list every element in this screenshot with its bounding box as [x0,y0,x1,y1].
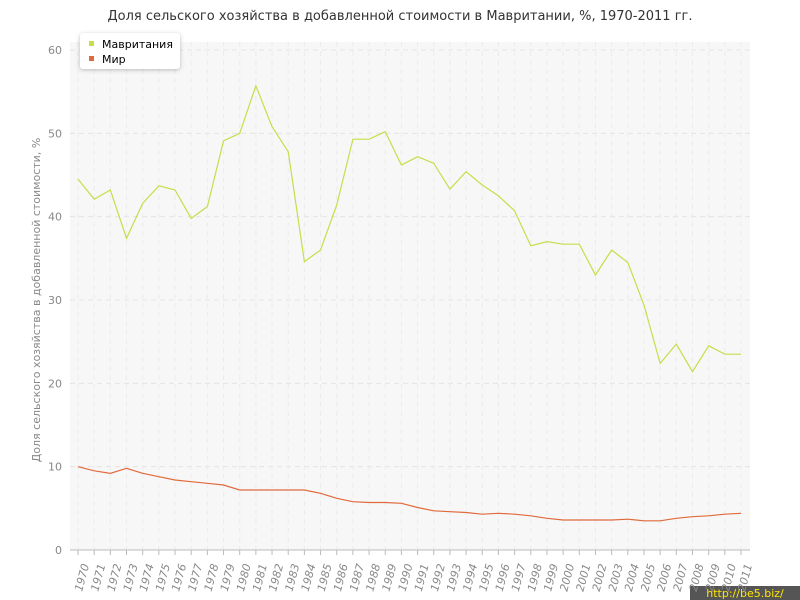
watermark-bg [690,586,800,600]
series-line [77,84,741,373]
y-axis-label: Доля сельского хозяйства в добавленной с… [30,138,43,463]
watermark: http://be5.biz/ [706,587,784,600]
legend-label: Мавритания [102,38,173,51]
legend-box [80,33,180,69]
plot-area [70,42,750,550]
y-tick-label: 50 [48,127,62,140]
y-tick-label: 30 [48,294,62,307]
y-tick-label: 60 [48,44,62,57]
y-tick-label: 0 [55,544,62,557]
series-line [77,466,742,522]
chart-title: Доля сельского хозяйства в добавленной с… [107,9,692,24]
legend-label: Мир [102,53,126,66]
y-tick-label: 10 [48,461,62,474]
y-tick-label: 40 [48,211,62,224]
y-tick-label: 20 [48,377,62,390]
legend-swatch [89,41,94,46]
legend-swatch [89,56,94,61]
